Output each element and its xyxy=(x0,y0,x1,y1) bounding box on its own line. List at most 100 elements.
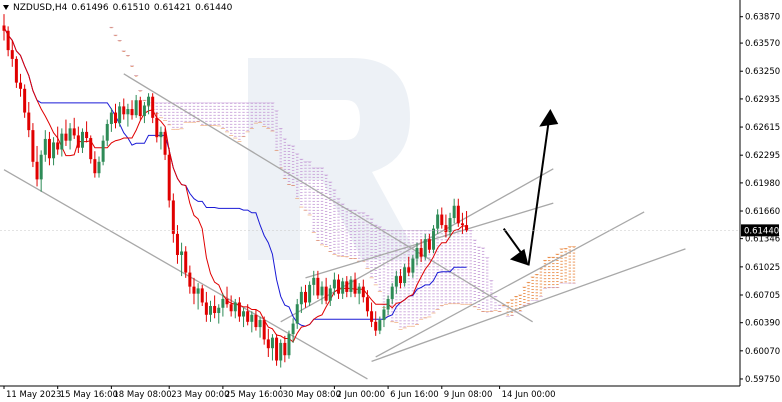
cloud-dot xyxy=(320,200,324,202)
cloud-dot xyxy=(114,35,117,37)
cloud-dot xyxy=(188,114,192,116)
cloud-dot xyxy=(461,299,464,301)
cloud-dot xyxy=(477,280,481,281)
cloud-dot xyxy=(386,293,390,295)
cloud-dot xyxy=(378,247,382,249)
cloud-dot xyxy=(382,232,386,234)
cloud-dot xyxy=(320,242,324,244)
cloud-dot xyxy=(452,248,456,250)
cloud-dot xyxy=(432,311,435,313)
cloud-dot xyxy=(411,311,415,313)
cloud-dot xyxy=(370,266,373,268)
candle xyxy=(448,212,452,238)
cloud-dot xyxy=(246,114,249,116)
cloud-dot xyxy=(300,201,303,203)
cloud-dot xyxy=(424,263,427,265)
cloud-dot xyxy=(407,281,410,283)
cloud-dot xyxy=(378,271,382,273)
cloud-dot xyxy=(300,174,303,176)
cloud-dot xyxy=(217,108,220,110)
cloud-dot xyxy=(168,102,171,104)
cloud-dot xyxy=(283,150,287,152)
forecast-arrows xyxy=(502,109,559,266)
cloud-dot xyxy=(510,314,514,316)
cloud-dot xyxy=(155,105,159,107)
cloud-dot xyxy=(403,323,406,325)
dropdown-triangle-icon[interactable] xyxy=(3,5,9,10)
cloud-dot xyxy=(543,281,547,283)
cloud-dot xyxy=(324,183,328,185)
cloud-dot xyxy=(250,108,253,110)
cloud-dot xyxy=(523,293,526,294)
cloud-dot xyxy=(448,290,452,292)
candle xyxy=(209,300,212,322)
cloud-dot xyxy=(238,138,241,140)
cloud-dot xyxy=(213,105,216,107)
cloud-dot xyxy=(246,126,249,128)
cloud-dot xyxy=(196,111,200,113)
cloud-dot xyxy=(535,286,538,288)
cloud-dot xyxy=(283,159,287,161)
cloud-dot xyxy=(428,275,431,277)
cloud-dot xyxy=(291,145,295,147)
cloud-dot xyxy=(324,219,328,221)
cloud-dot xyxy=(304,206,307,208)
cloud-dot xyxy=(432,275,435,277)
cloud-dot xyxy=(461,248,464,250)
cloud-dot xyxy=(407,284,410,286)
cloud-dot xyxy=(444,254,448,256)
cloud-dot xyxy=(469,272,472,274)
cloud-dot xyxy=(391,254,394,256)
cloud-dot xyxy=(172,126,175,128)
cloud-dot xyxy=(370,230,373,232)
cloud-dot xyxy=(333,234,336,236)
cloud-dot xyxy=(395,308,398,310)
cloud-dot xyxy=(168,123,171,125)
cloud-dot xyxy=(461,302,464,304)
cloud-dot xyxy=(163,111,167,113)
candle-body xyxy=(341,281,345,294)
candle xyxy=(6,26,10,57)
cloud-dot xyxy=(329,230,332,231)
cloud-dot xyxy=(287,145,291,146)
cloud-dot xyxy=(267,108,270,110)
cloud-dot xyxy=(329,200,332,201)
cloud-dot xyxy=(428,272,431,274)
cloud-dot xyxy=(370,272,373,274)
candle-body xyxy=(10,50,14,59)
cloud-dot xyxy=(192,117,196,119)
trend-line xyxy=(371,248,686,362)
candle-body xyxy=(14,58,18,83)
cloud-dot xyxy=(490,307,493,309)
cloud-dot xyxy=(424,233,427,235)
cloud-dot xyxy=(452,239,456,241)
cloud-dot xyxy=(308,182,311,184)
cloud-dot xyxy=(229,105,233,107)
candle xyxy=(35,145,39,187)
cloud-dot xyxy=(201,105,204,107)
candle xyxy=(303,284,307,308)
cloud-dot xyxy=(568,246,572,248)
cloud-dot xyxy=(271,102,274,104)
cloud-dot xyxy=(440,233,443,235)
cloud-dot xyxy=(411,308,415,310)
candle xyxy=(312,270,316,296)
cloud-dot xyxy=(300,183,303,185)
cloud-dot xyxy=(411,236,415,238)
cloud-dot xyxy=(477,250,481,251)
cloud-dot xyxy=(473,270,477,271)
candle-body xyxy=(60,133,64,150)
cloud-dot xyxy=(395,269,398,271)
candle-body xyxy=(85,131,89,139)
cloud-dot xyxy=(403,311,406,313)
candle xyxy=(76,126,80,153)
cloud-dot xyxy=(486,308,489,310)
cloud-dot xyxy=(304,170,307,172)
candle xyxy=(419,239,423,263)
candle-body xyxy=(353,279,357,294)
candle-body xyxy=(254,314,258,328)
cloud-dot xyxy=(469,245,472,247)
cloud-dot xyxy=(176,123,179,125)
cloud-dot xyxy=(386,278,390,280)
cloud-dot xyxy=(519,309,522,311)
